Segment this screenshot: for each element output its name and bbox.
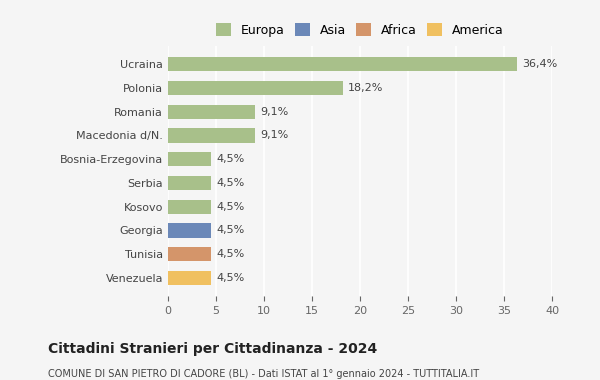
Text: 36,4%: 36,4% xyxy=(522,59,557,69)
Text: 4,5%: 4,5% xyxy=(216,178,244,188)
Bar xyxy=(168,152,211,166)
Bar xyxy=(168,57,517,71)
Bar xyxy=(168,200,211,214)
Bar xyxy=(168,176,211,190)
Text: 4,5%: 4,5% xyxy=(216,154,244,164)
Text: 9,1%: 9,1% xyxy=(260,107,289,117)
Bar xyxy=(168,271,211,285)
Bar xyxy=(168,128,256,142)
Text: Cittadini Stranieri per Cittadinanza - 2024: Cittadini Stranieri per Cittadinanza - 2… xyxy=(48,342,377,356)
Text: 4,5%: 4,5% xyxy=(216,249,244,259)
Text: 4,5%: 4,5% xyxy=(216,202,244,212)
Text: 9,1%: 9,1% xyxy=(260,130,289,140)
Bar xyxy=(168,105,256,119)
Text: COMUNE DI SAN PIETRO DI CADORE (BL) - Dati ISTAT al 1° gennaio 2024 - TUTTITALIA: COMUNE DI SAN PIETRO DI CADORE (BL) - Da… xyxy=(48,369,479,378)
Bar xyxy=(168,247,211,261)
Legend: Europa, Asia, Africa, America: Europa, Asia, Africa, America xyxy=(212,19,508,40)
Bar xyxy=(168,223,211,238)
Text: 4,5%: 4,5% xyxy=(216,273,244,283)
Text: 4,5%: 4,5% xyxy=(216,225,244,235)
Text: 18,2%: 18,2% xyxy=(347,83,383,93)
Bar xyxy=(168,81,343,95)
